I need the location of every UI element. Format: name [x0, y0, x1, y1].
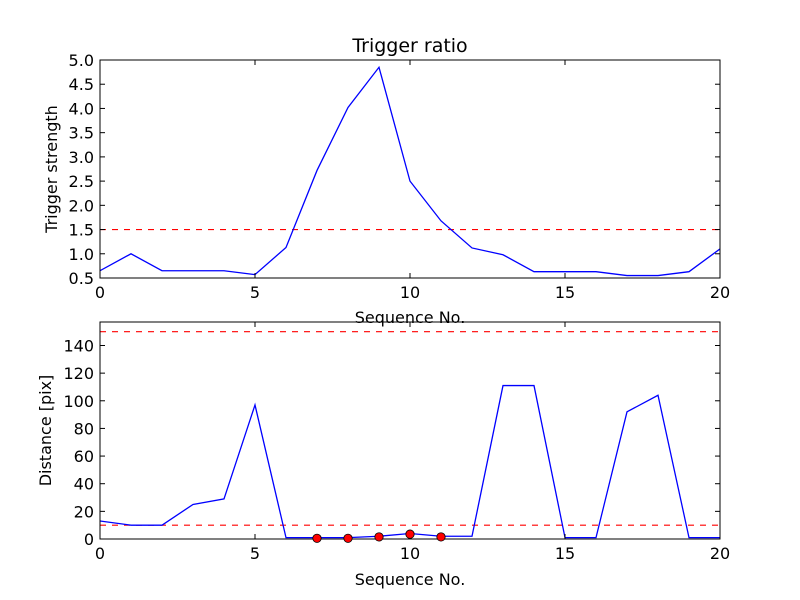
trigger-ratio-x-tick-label: 0: [95, 283, 105, 302]
trigger-ratio-y-tick-label: 2.5: [69, 172, 94, 191]
distance-ticks: 0 5 10 15 20 0 20 40 60 80 100 120 140: [63, 322, 730, 563]
trigger-ratio-y-tick-label: 4.0: [69, 99, 94, 118]
distance-marker-point: [436, 532, 446, 542]
distance-y-tick-label: 20: [74, 502, 94, 521]
distance-y-tick-label: 100: [63, 392, 94, 411]
distance-x-tick-label: 20: [710, 544, 730, 563]
distance-y-tick-label: 0: [84, 530, 94, 549]
trigger-ratio-x-axis-label: Sequence No.: [355, 308, 466, 327]
distance-marker-point: [405, 529, 415, 539]
distance-x-tick-label: 0: [95, 544, 105, 563]
distance-x-tick-label: 10: [400, 544, 420, 563]
trigger-ratio-y-tick-label: 3.0: [69, 148, 94, 167]
trigger-ratio-y-tick-label: 2.0: [69, 196, 94, 215]
trigger-ratio-y-tick-label: 1.5: [69, 221, 94, 240]
trigger-ratio-y-tick-label: 1.0: [69, 245, 94, 264]
distance-marker-point: [374, 532, 384, 542]
trigger-ratio-series-line-0: [100, 65, 720, 277]
distance-y-tick-label: 140: [63, 336, 94, 355]
trigger-ratio-x-tick-label: 15: [555, 283, 575, 302]
trigger-ratio-x-tick-label: 10: [400, 283, 420, 302]
distance-x-tick-label: 15: [555, 544, 575, 563]
distance-y-tick-label: 80: [74, 419, 94, 438]
trigger-ratio-plot-area: [100, 65, 720, 277]
trigger-ratio-y-tick-label: 5.0: [69, 51, 94, 70]
trigger-ratio-frame: [99, 59, 721, 279]
distance-y-tick-label: 40: [74, 475, 94, 494]
distance-x-axis-label: Sequence No.: [355, 570, 466, 589]
distance-y-tick-label: 60: [74, 447, 94, 466]
distance-x-tick-label: 5: [250, 544, 260, 563]
trigger-ratio-ticks: 0 5 10 15 20 0.5 1.0 1.5 2.0 2.5 3.0 3.5 4.0 4.5 5.0: [69, 51, 731, 302]
trigger-ratio-title: Trigger ratio: [351, 35, 467, 57]
trigger-ratio-x-tick-label: 5: [250, 283, 260, 302]
distance-y-tick-label: 120: [63, 364, 94, 383]
trigger-ratio-y-tick-label: 0.5: [69, 269, 94, 288]
distance-marker-point: [312, 533, 322, 543]
trigger-ratio-y-tick-label: 3.5: [69, 124, 94, 143]
distance-marker-point: [343, 533, 353, 543]
distance-y-axis-label: Distance [pix]: [36, 375, 55, 487]
trigger-ratio-x-tick-label: 20: [710, 283, 730, 302]
distance-frame: [99, 321, 721, 540]
trigger-ratio-chart: 0 5 10 15 20 0.5 1.0 1.5 2.0 2.5 3.0 3.5 4.0 4.5 5.0 T…: [42, 35, 730, 327]
trigger-ratio-y-axis-label: Trigger strength: [42, 105, 61, 234]
trigger-ratio-y-tick-label: 4.5: [69, 75, 94, 94]
